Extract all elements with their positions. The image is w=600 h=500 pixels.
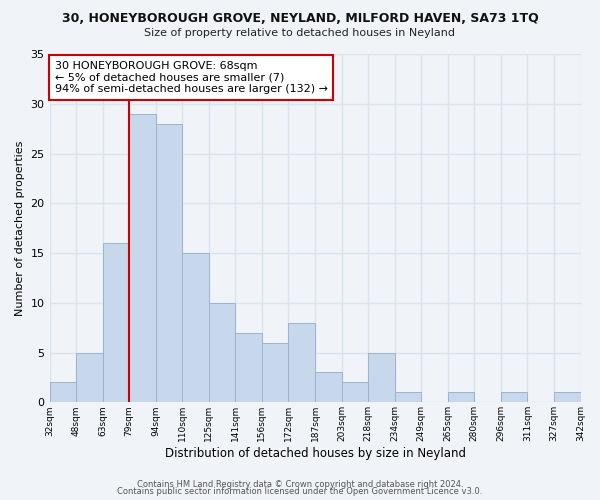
Bar xyxy=(341,382,368,402)
Bar xyxy=(315,372,341,402)
Bar xyxy=(554,392,581,402)
Bar xyxy=(368,352,395,403)
Text: Size of property relative to detached houses in Neyland: Size of property relative to detached ho… xyxy=(145,28,455,38)
Bar xyxy=(76,352,103,403)
Text: 30, HONEYBOROUGH GROVE, NEYLAND, MILFORD HAVEN, SA73 1TQ: 30, HONEYBOROUGH GROVE, NEYLAND, MILFORD… xyxy=(62,12,538,26)
Bar xyxy=(50,382,76,402)
Bar xyxy=(103,243,129,402)
Bar xyxy=(182,253,209,402)
Bar xyxy=(156,124,182,402)
Text: 30 HONEYBOROUGH GROVE: 68sqm
← 5% of detached houses are smaller (7)
94% of semi: 30 HONEYBOROUGH GROVE: 68sqm ← 5% of det… xyxy=(55,61,328,94)
X-axis label: Distribution of detached houses by size in Neyland: Distribution of detached houses by size … xyxy=(164,447,466,460)
Bar xyxy=(289,322,315,402)
Bar xyxy=(209,303,235,402)
Bar xyxy=(262,342,289,402)
Bar xyxy=(395,392,421,402)
Bar xyxy=(448,392,475,402)
Text: Contains public sector information licensed under the Open Government Licence v3: Contains public sector information licen… xyxy=(118,487,482,496)
Text: Contains HM Land Registry data © Crown copyright and database right 2024.: Contains HM Land Registry data © Crown c… xyxy=(137,480,463,489)
Bar xyxy=(129,114,156,403)
Bar xyxy=(501,392,527,402)
Bar xyxy=(235,332,262,402)
Y-axis label: Number of detached properties: Number of detached properties xyxy=(15,140,25,316)
